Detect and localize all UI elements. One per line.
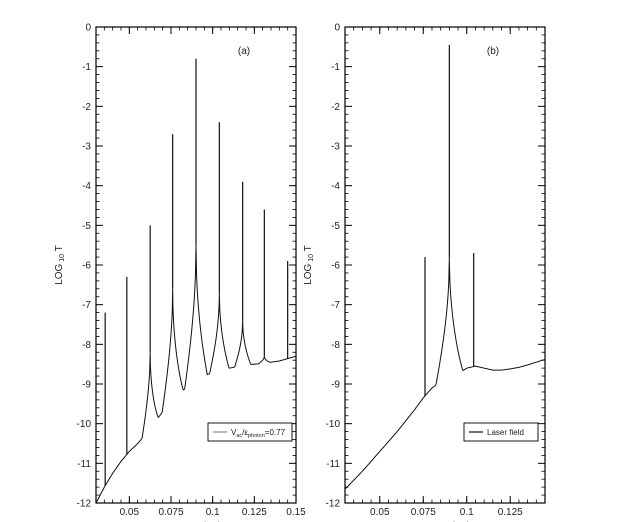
y-tick-label: -8 <box>82 340 91 351</box>
x-tick-label: 0.15 <box>286 507 306 518</box>
y-tick-label: -6 <box>331 261 340 272</box>
y-tick-label: -10 <box>326 419 341 430</box>
y-tick-label: -9 <box>331 380 340 391</box>
y-axis-title: LOG 10 T <box>303 245 315 285</box>
y-tick-label: -5 <box>331 221 340 232</box>
y-tick-label: 0 <box>85 23 91 34</box>
y-tick-label: -5 <box>82 221 91 232</box>
x-tick-label: 0.075 <box>411 507 436 518</box>
panel-label: (b) <box>487 46 499 57</box>
x-tick-label: 0.125 <box>242 507 267 518</box>
y-tick-label: -3 <box>82 142 91 153</box>
y-tick-label: -3 <box>331 142 340 153</box>
legend-box <box>463 422 539 442</box>
transmission-curve <box>344 257 546 490</box>
y-tick-label: -7 <box>331 300 340 311</box>
panel-a: 0 -1 -2 -3 -4 -5 -6 -7 -8 -9 -10 -11 -12 0.05 0.075 0.1… <box>54 23 306 522</box>
transmission-curve <box>95 245 297 504</box>
y-tick-label: -1 <box>331 62 340 73</box>
y-tick-label: -10 <box>77 419 92 430</box>
y-tick-label: -12 <box>77 499 92 510</box>
y-tick-label: -11 <box>326 459 340 470</box>
legend-box <box>207 422 293 442</box>
legend-label: Vac/εphoton=0.77 <box>231 428 286 439</box>
y-tick-label: -2 <box>82 102 91 113</box>
y-tick-label: -4 <box>331 181 340 192</box>
x-tick-label: 0.125 <box>498 507 523 518</box>
y-tick-label: -6 <box>82 261 91 272</box>
y-axis-title: LOG 10 T <box>54 245 66 285</box>
y-tick-label: 0 <box>334 23 340 34</box>
y-tick-label: -2 <box>331 102 340 113</box>
x-tick-label: 0.05 <box>120 507 140 518</box>
y-tick-label: -11 <box>77 459 91 470</box>
x-tick-label: 0.05 <box>370 507 390 518</box>
y-tick-label: -8 <box>331 340 340 351</box>
panel-label: (a) <box>238 46 250 57</box>
y-tick-label: -1 <box>82 62 91 73</box>
legend-label: Laser field <box>487 428 524 437</box>
y-tick-label: -4 <box>82 181 91 192</box>
y-tick-label: -7 <box>82 300 91 311</box>
y-tick-label: -9 <box>82 380 91 391</box>
panel-b: 0 -1 -2 -3 -4 -5 -6 -7 -8 -9 -10 -11 -12 0.05 0.075 0.1… <box>303 23 546 522</box>
y-tick-label: -12 <box>326 499 341 510</box>
x-tick-label: 0.075 <box>158 507 183 518</box>
x-tick-label: 0.1 <box>206 507 220 518</box>
x-tick-label: 0.1 <box>460 507 474 518</box>
